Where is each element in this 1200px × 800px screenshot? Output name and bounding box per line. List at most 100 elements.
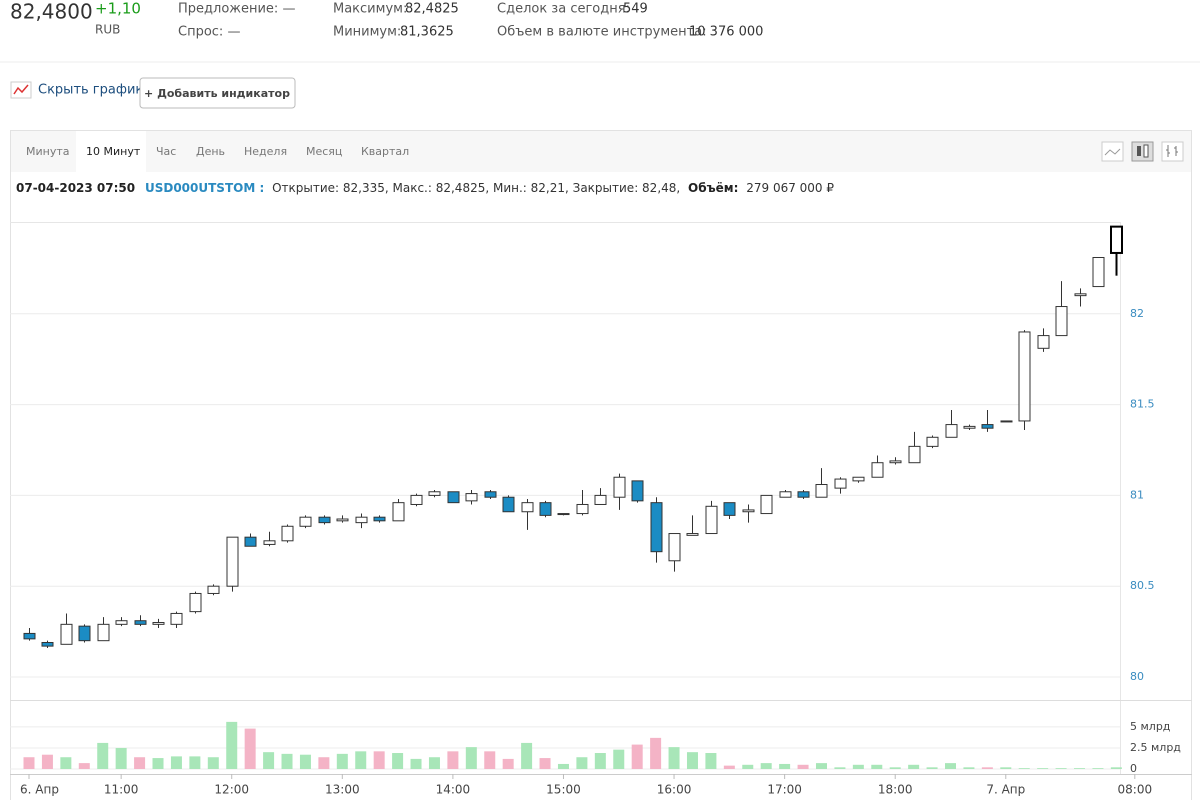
volume-bar bbox=[723, 765, 735, 769]
tab-label: Минута bbox=[26, 145, 70, 158]
max-value: 82,4825 bbox=[405, 2, 459, 17]
hide-chart-link[interactable]: Скрыть график bbox=[10, 81, 143, 99]
volume-bar bbox=[631, 744, 643, 769]
candle-type-icon bbox=[1137, 146, 1141, 156]
volume-bar bbox=[447, 751, 459, 769]
tab-label: Неделя bbox=[244, 145, 287, 158]
candle-body bbox=[760, 494, 773, 515]
volume-bar bbox=[908, 764, 920, 769]
candle-body bbox=[41, 641, 54, 647]
y-tick-label: 2.5 млрд bbox=[1130, 741, 1181, 754]
candle-body bbox=[723, 502, 736, 516]
volume-bar bbox=[686, 752, 698, 769]
volume-bar bbox=[871, 764, 883, 769]
x-tick-label: 7. Апр bbox=[986, 783, 1025, 797]
tab-bar bbox=[11, 131, 1191, 172]
offer: Предложение: — bbox=[178, 2, 295, 17]
tab[interactable]: Неделя bbox=[244, 145, 287, 158]
candle-type-button[interactable] bbox=[1131, 141, 1154, 162]
candle-body bbox=[170, 612, 183, 625]
tab[interactable]: 10 Минут bbox=[76, 131, 146, 172]
tab[interactable]: Минута bbox=[26, 145, 70, 158]
candle-body bbox=[908, 445, 921, 464]
candle-body bbox=[852, 476, 865, 482]
deals-value: 549 bbox=[623, 2, 648, 17]
bar-type-button[interactable] bbox=[1161, 141, 1184, 162]
tab[interactable]: Квартал bbox=[361, 145, 409, 158]
tab[interactable]: День bbox=[196, 145, 225, 158]
chart-type-switch bbox=[1101, 141, 1184, 162]
volume-bar bbox=[594, 753, 606, 769]
volume-bar bbox=[705, 753, 717, 769]
info-volume-label: Объём: bbox=[688, 181, 738, 195]
candle-body bbox=[742, 509, 755, 513]
volume-bar bbox=[521, 742, 533, 769]
candle-body bbox=[797, 491, 810, 498]
tab-label: Месяц bbox=[306, 145, 342, 158]
candle-body bbox=[263, 540, 276, 545]
volume-bar bbox=[41, 754, 53, 769]
candle-body bbox=[207, 585, 220, 594]
volume-bar bbox=[281, 753, 293, 769]
volume-bar bbox=[963, 767, 975, 769]
y-tick-label: 82 bbox=[1130, 307, 1144, 320]
candle-body bbox=[945, 424, 958, 438]
hide-chart-text: Скрыть график bbox=[38, 83, 143, 98]
volume-bar bbox=[926, 767, 938, 769]
candle-body bbox=[484, 491, 497, 498]
candle-body bbox=[373, 516, 386, 522]
y-tick-label: 80.5 bbox=[1130, 579, 1155, 592]
candle-body bbox=[981, 424, 994, 429]
volume-bar bbox=[207, 757, 219, 769]
candle-body bbox=[355, 516, 368, 524]
candle-body bbox=[97, 623, 110, 642]
y-tick-label: 81 bbox=[1130, 488, 1144, 501]
plot: 80 80.5 81 81.5 82 0 2.5 млрд 5 млрд 6. Апр 11:00… bbox=[10, 225, 1181, 797]
line-type-icon bbox=[1104, 148, 1121, 156]
volume-bar bbox=[355, 751, 367, 769]
candle-body bbox=[502, 496, 515, 513]
volume-bar bbox=[557, 763, 569, 769]
volume-bar bbox=[1000, 767, 1012, 769]
tab-label: День bbox=[196, 145, 225, 158]
volume-bar bbox=[484, 751, 496, 769]
volume-bar bbox=[1092, 768, 1104, 769]
candle-body bbox=[152, 622, 165, 625]
tab[interactable]: Месяц bbox=[306, 145, 342, 158]
volume-bar bbox=[410, 758, 422, 769]
info-datetime: 07-04-2023 07:50 bbox=[16, 181, 135, 195]
candle-body bbox=[1037, 335, 1050, 349]
add-indicator-button[interactable]: + Добавить индикатор bbox=[139, 77, 296, 109]
volume-bar bbox=[1037, 768, 1049, 769]
chart-panel bbox=[10, 130, 1192, 800]
tab[interactable]: Час bbox=[156, 145, 176, 158]
candle-body bbox=[705, 505, 718, 535]
volume-bar bbox=[834, 767, 846, 769]
candle-body bbox=[1092, 257, 1105, 288]
tab-label: Квартал bbox=[361, 145, 409, 158]
x-tick-label: 11:00 bbox=[104, 783, 139, 797]
currency: RUB bbox=[95, 23, 120, 37]
volume-bar bbox=[244, 728, 256, 769]
volume-bar bbox=[97, 742, 109, 769]
volume-bar bbox=[299, 754, 311, 769]
candle-body bbox=[226, 536, 239, 587]
chart-icon-line bbox=[13, 84, 29, 95]
volume-bar bbox=[318, 757, 330, 769]
candle-body bbox=[392, 502, 405, 522]
volume-bar bbox=[392, 753, 404, 769]
volume-bar bbox=[170, 756, 182, 769]
bid: Спрос: — bbox=[178, 25, 240, 40]
info-ohlc: Открытие: 82,335, Макс.: 82,4825, Мин.: … bbox=[272, 181, 680, 195]
candle-body bbox=[521, 502, 534, 513]
max-label: Максимум: bbox=[333, 2, 407, 17]
candle-body bbox=[963, 425, 976, 429]
candle-body bbox=[78, 625, 91, 642]
last-price: 82,4800 bbox=[10, 0, 93, 24]
min-value: 81,3625 bbox=[400, 25, 454, 40]
volume-bar bbox=[60, 757, 72, 769]
x-tick-label: 14:00 bbox=[436, 783, 471, 797]
volume-bar bbox=[650, 737, 662, 769]
x-tick-label: 08:00 bbox=[1118, 783, 1153, 797]
